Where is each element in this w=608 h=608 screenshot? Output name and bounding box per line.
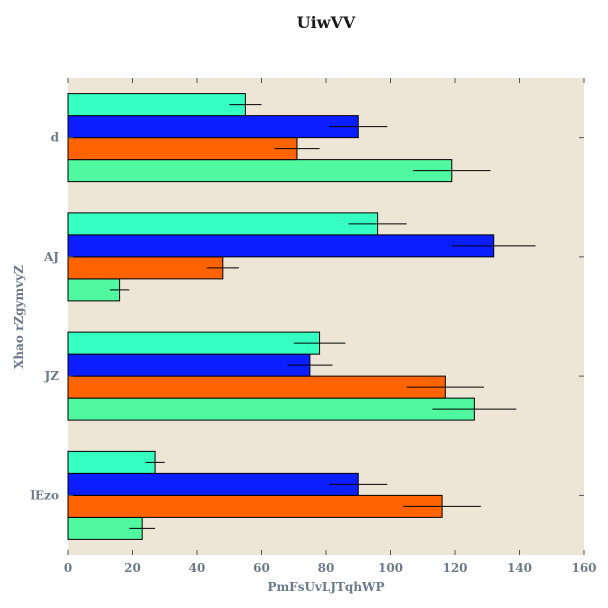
- bar-d-s3: [67, 93, 246, 117]
- x-tick-label: 160: [571, 561, 596, 575]
- error-bars-group: [109, 104, 536, 529]
- x-axis-label: PmFsUvLJTqhWP: [267, 580, 384, 594]
- bar-d-s0: [67, 159, 453, 183]
- bar-JZ-s3: [67, 331, 321, 355]
- bar-AJ-s1: [67, 256, 224, 280]
- y-tick-label: JZ: [44, 369, 60, 383]
- bar-lEzo-s3: [67, 450, 156, 474]
- x-tick-label: 120: [442, 561, 467, 575]
- bar-lEzo-s2: [67, 472, 359, 496]
- bar-lEzo-s1: [67, 494, 443, 518]
- x-tick-label: 0: [64, 561, 72, 575]
- x-tick-label: 20: [124, 561, 141, 575]
- y-tick-label: d: [51, 131, 60, 145]
- bar-d-s1: [67, 137, 298, 161]
- y-axis-label: Xhao rZgymvyZ: [12, 265, 26, 369]
- y-tick-label: lEzo: [30, 488, 59, 502]
- bar-JZ-s1: [67, 375, 446, 399]
- x-tick-label: 60: [253, 561, 270, 575]
- bar-JZ-s2: [67, 353, 311, 377]
- x-tick-label: 140: [507, 561, 532, 575]
- x-tick-label: 40: [189, 561, 206, 575]
- x-tick-label: 80: [318, 561, 335, 575]
- bar-AJ-s3: [67, 212, 379, 236]
- bars-group: [67, 93, 495, 540]
- bar-AJ-s2: [67, 234, 495, 258]
- x-tick-label: 100: [378, 561, 403, 575]
- y-tick-label: AJ: [43, 250, 59, 264]
- bar-JZ-s0: [67, 397, 475, 421]
- y-axis-ticks: lEzo JZ AJ d: [30, 131, 584, 502]
- x-axis-ticks: 0 20 40 60 80 100 120 140 160: [64, 78, 597, 575]
- bar-d-s2: [67, 115, 359, 139]
- chart-title: UiwVV: [297, 13, 356, 32]
